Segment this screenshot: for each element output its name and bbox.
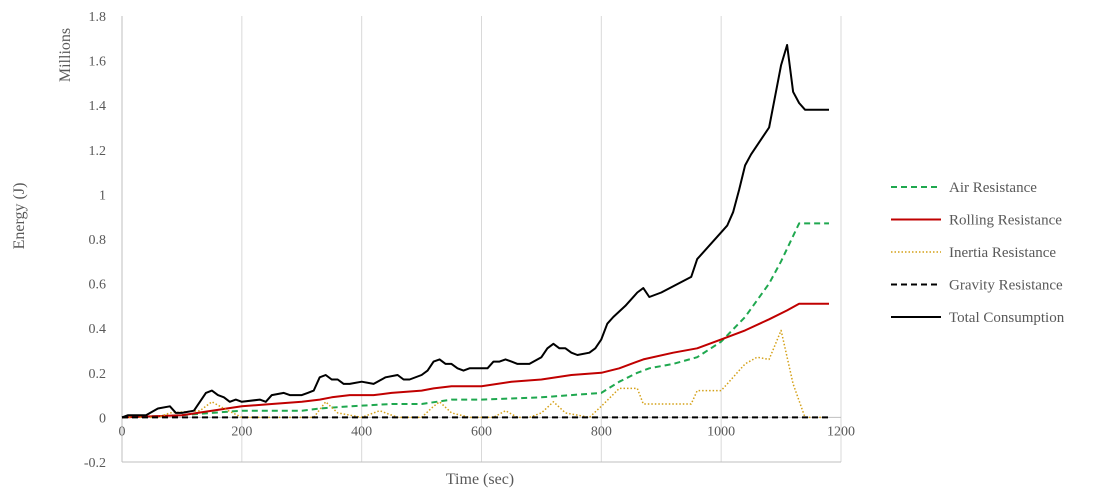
series-lines <box>121 44 829 419</box>
legend-label: Air Resistance <box>949 180 1037 196</box>
series-line-inertia-resistance <box>122 329 829 419</box>
x-axis-title: Time (sec) <box>446 471 514 488</box>
series-line-total-consumption <box>121 44 829 419</box>
y-axis-title: Energy (J) <box>11 183 28 250</box>
x-tick-label: 1000 <box>707 424 735 439</box>
series-line-rolling-resistance <box>121 302 829 419</box>
y-tick-label: 0 <box>99 411 106 426</box>
series-line-air-resistance <box>121 222 829 419</box>
x-tick-label: 200 <box>231 424 252 439</box>
legend-label: Total Consumption <box>949 310 1065 326</box>
x-tick-label: 800 <box>591 424 612 439</box>
y-tick-label: 1.6 <box>89 55 107 70</box>
y-tick-label: 0.8 <box>89 233 107 248</box>
y-tick-label: 1 <box>99 188 106 203</box>
y-tick-label: 0.4 <box>89 322 107 337</box>
y-tick-label: 0.2 <box>89 367 107 382</box>
legend-label: Gravity Resistance <box>949 278 1063 294</box>
y-tick-label: 1.8 <box>89 10 107 25</box>
x-tick-label: 400 <box>351 424 372 439</box>
gridlines <box>121 16 842 462</box>
y-tick-label: -0.2 <box>84 456 106 471</box>
x-tick-label: 0 <box>119 424 126 439</box>
legend-label: Rolling Resistance <box>949 213 1062 229</box>
y-axis-unit: Millions <box>57 28 74 82</box>
y-tick-label: 0.6 <box>89 278 107 293</box>
y-tick-label: 1.4 <box>89 99 107 114</box>
x-tick-label: 1200 <box>827 424 855 439</box>
tick-labels: 0 200 400 600 800 1000 1200 -0.2 0 0.2 0.4 0.6 0.8 1 1… <box>84 10 855 471</box>
y-tick-label: 1.2 <box>89 144 107 159</box>
x-tick-label: 600 <box>471 424 492 439</box>
legend: Air Resistance Rolling Resistance Inertia … <box>891 180 1065 326</box>
legend-label: Inertia Resistance <box>949 245 1056 261</box>
